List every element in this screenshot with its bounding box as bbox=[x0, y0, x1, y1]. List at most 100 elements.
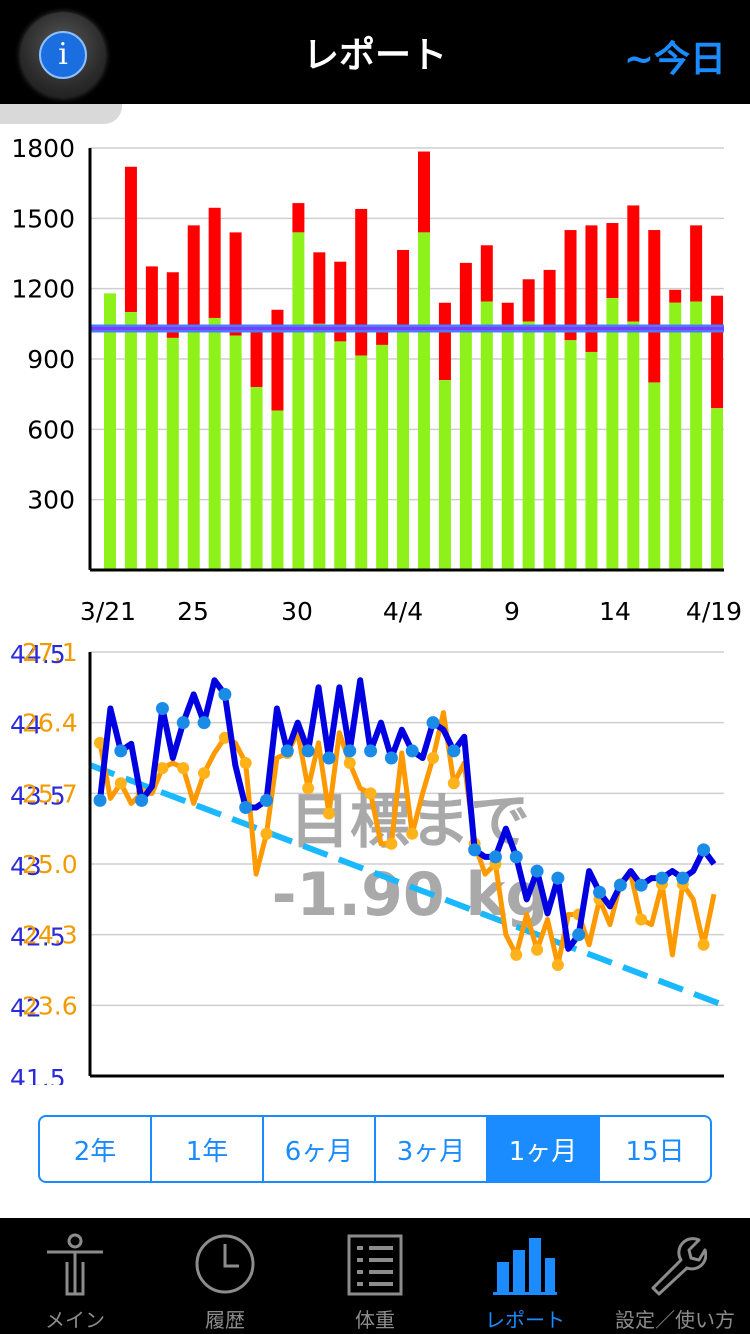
bar-calories bbox=[438, 380, 451, 570]
bar-calories bbox=[334, 341, 347, 570]
x-tick-label: 4/19 bbox=[686, 597, 742, 626]
tab-label: 履歴 bbox=[205, 1308, 245, 1332]
bar-excess bbox=[459, 262, 472, 327]
fat-tick-label: 23.6 bbox=[22, 991, 78, 1020]
bar-chart-icon bbox=[493, 1238, 557, 1295]
bar-excess bbox=[376, 328, 389, 345]
period-option[interactable]: 15日 bbox=[625, 1136, 685, 1167]
fat-tick-label: 24.3 bbox=[22, 921, 78, 950]
x-tick-label: 9 bbox=[504, 597, 520, 626]
period-option[interactable]: 1年 bbox=[152, 1117, 264, 1181]
calorie-bar-chart: 1800 1500 1200 900 600 300 3/21 25 30 4/4 9 14 4/19 bbox=[11, 134, 742, 626]
bar-excess bbox=[627, 205, 640, 322]
bar-excess bbox=[543, 269, 556, 329]
period-option[interactable]: 6ヶ月 bbox=[264, 1117, 376, 1181]
weight-point bbox=[676, 871, 690, 885]
bar-excess bbox=[124, 166, 137, 313]
body-fat-point bbox=[364, 787, 377, 800]
fat-tick-label: 25.0 bbox=[22, 850, 78, 879]
y-tick-label: 1200 bbox=[11, 275, 75, 304]
period-segmented-control: 2年 1年 6ヶ月 3ヶ月 1ヶ月 15日 bbox=[38, 1115, 712, 1183]
body-fat-point bbox=[177, 762, 190, 775]
bar-excess bbox=[166, 272, 179, 338]
x-tick-label: 25 bbox=[177, 597, 209, 626]
bar-calories bbox=[292, 232, 305, 570]
person-icon bbox=[47, 1233, 103, 1296]
body-fat-point bbox=[447, 777, 460, 790]
weight-line-chart: 44.5 44 43.5 43 42.5 42 41.5 27.1 26.4 25.7 25.0 24… bbox=[10, 638, 726, 1085]
clock-icon bbox=[195, 1234, 255, 1294]
y-tick-label: 900 bbox=[27, 345, 75, 374]
bar-excess bbox=[355, 208, 368, 356]
period-option[interactable]: 3ヶ月 bbox=[376, 1117, 488, 1181]
tab-label: レポート bbox=[485, 1308, 565, 1332]
bar-excess bbox=[187, 225, 200, 331]
bar-excess bbox=[585, 225, 598, 352]
bar-calories bbox=[648, 382, 661, 570]
bar-calories bbox=[397, 326, 410, 570]
weight-tick-label: 41.5 bbox=[10, 1064, 66, 1085]
weight-point bbox=[114, 744, 128, 758]
navigation-bar: i レポート ~今日 bbox=[0, 0, 750, 104]
weight-tick-label: 44.5 bbox=[10, 640, 66, 669]
bar-calories bbox=[208, 317, 221, 570]
bar-excess bbox=[397, 249, 410, 327]
tab-person[interactable]: メイン bbox=[0, 1218, 150, 1334]
bar-excess bbox=[313, 252, 326, 324]
bar-excess bbox=[501, 302, 514, 331]
body-fat-point bbox=[322, 807, 335, 820]
bar-excess bbox=[250, 328, 263, 388]
page-title: レポート bbox=[302, 35, 447, 76]
body-fat-point bbox=[198, 767, 211, 780]
bar-calories bbox=[459, 326, 472, 570]
period-option[interactable]: 1ヶ月 bbox=[488, 1117, 600, 1181]
bar-calories bbox=[250, 387, 263, 570]
weight-point bbox=[239, 800, 253, 814]
weight-point bbox=[426, 716, 440, 730]
weight-point bbox=[634, 878, 648, 892]
body-fat-point bbox=[239, 757, 252, 770]
bar-calories bbox=[627, 321, 640, 570]
bar-calories bbox=[166, 337, 179, 570]
tab-clock[interactable]: 履歴 bbox=[150, 1218, 300, 1334]
weight-point bbox=[613, 878, 627, 892]
weight-point bbox=[176, 716, 190, 730]
weight-point bbox=[447, 744, 461, 758]
weight-point bbox=[93, 793, 107, 807]
info-button[interactable]: i bbox=[20, 12, 106, 98]
today-button[interactable]: ~今日 bbox=[623, 39, 726, 80]
tab-bar-chart[interactable]: レポート bbox=[450, 1218, 600, 1334]
weight-point bbox=[530, 864, 544, 878]
tab-bar: メイン 履歴 体重 レポート 設定／使い方 bbox=[0, 1218, 750, 1334]
bar-calories bbox=[606, 298, 619, 570]
weight-point bbox=[655, 871, 669, 885]
bar-calories bbox=[501, 330, 514, 570]
y-tick-label: 300 bbox=[27, 486, 75, 515]
weight-point bbox=[364, 744, 378, 758]
weight-point bbox=[697, 843, 711, 857]
tab-wrench[interactable]: 設定／使い方 bbox=[600, 1218, 750, 1334]
y-tick-label: 1500 bbox=[11, 204, 75, 233]
bar-excess bbox=[564, 230, 577, 341]
weight-point bbox=[572, 928, 586, 942]
fat-tick-label: 27.1 bbox=[22, 638, 78, 667]
bar-excess bbox=[711, 295, 724, 409]
bar-calories bbox=[669, 302, 682, 570]
weight-point bbox=[280, 744, 294, 758]
period-option[interactable]: 2年 bbox=[40, 1117, 152, 1181]
bar-calories bbox=[271, 410, 284, 570]
tab-list[interactable]: 体重 bbox=[300, 1218, 450, 1334]
bar-calories bbox=[229, 335, 242, 570]
body-fat-point bbox=[156, 762, 169, 775]
weight-point bbox=[301, 744, 315, 758]
bar-excess bbox=[271, 309, 284, 411]
x-tick-label: 3/21 bbox=[80, 597, 136, 626]
bar-calories bbox=[480, 301, 493, 570]
bar-excess bbox=[669, 289, 682, 303]
bar-calories bbox=[585, 351, 598, 570]
weight-tick-label: 42.5 bbox=[10, 923, 66, 952]
weight-point bbox=[509, 850, 523, 864]
body-fat-point bbox=[635, 913, 648, 926]
y-tick-label: 1800 bbox=[11, 134, 75, 163]
weight-point bbox=[384, 751, 398, 765]
